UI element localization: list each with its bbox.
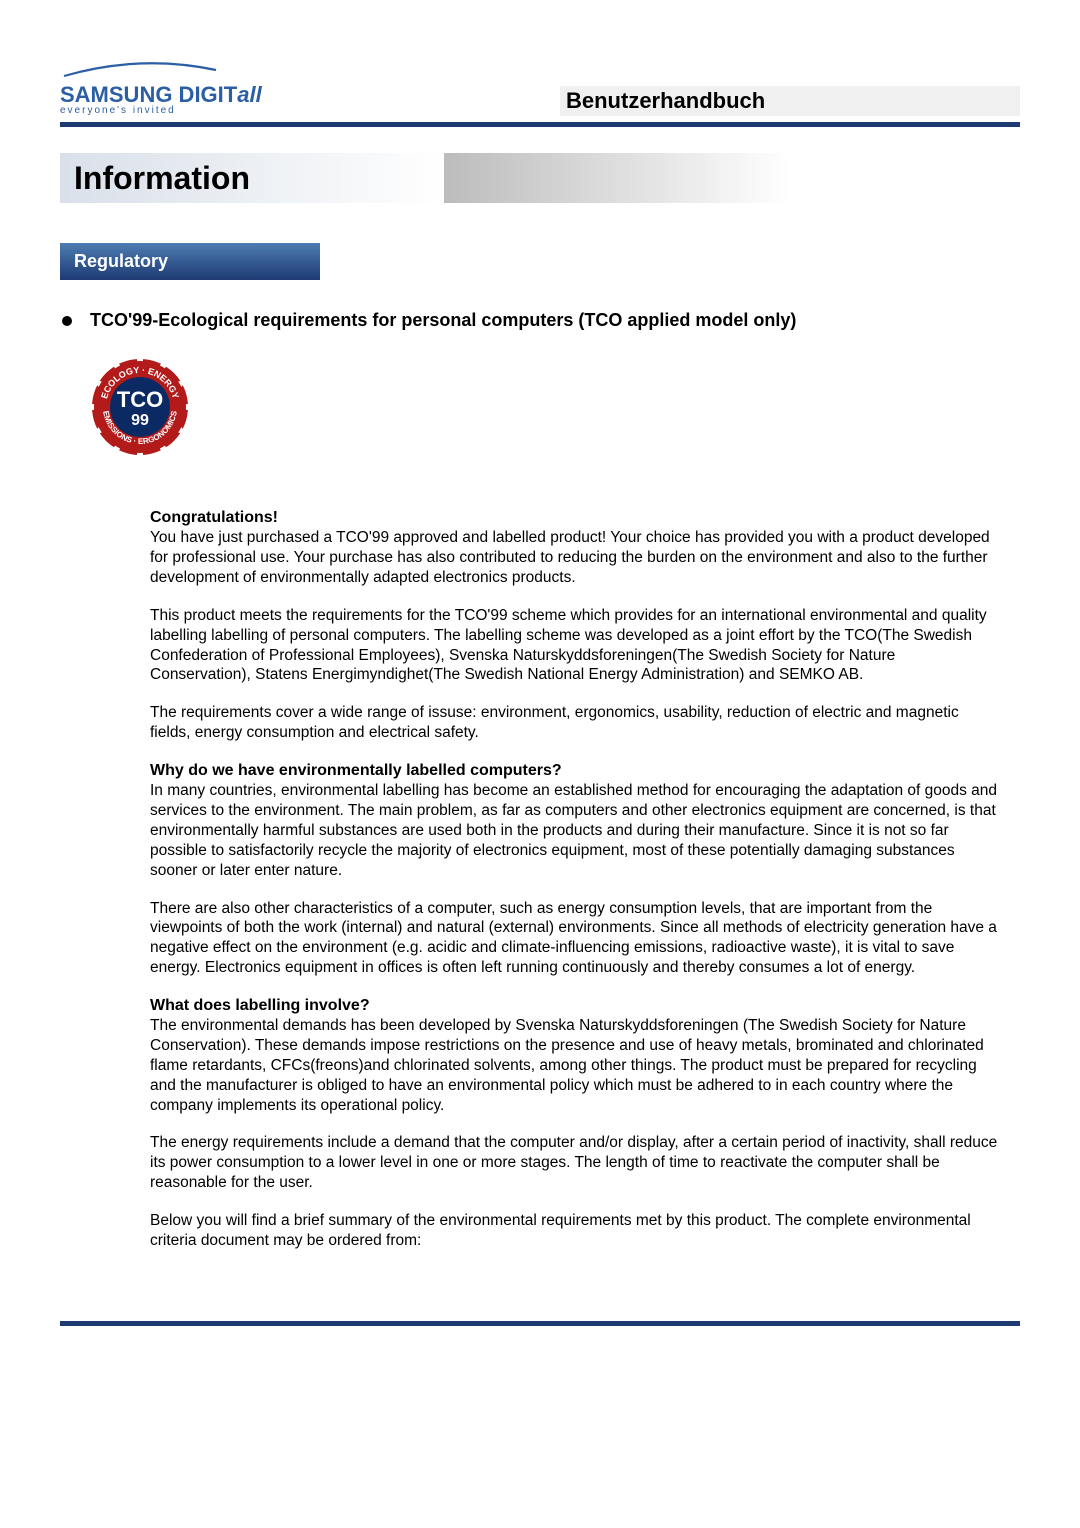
paragraph-6: The environmental demands has been devel… bbox=[150, 1017, 984, 1113]
paragraph-4: In many countries, environmental labelli… bbox=[150, 782, 997, 878]
logo-swoosh-icon bbox=[60, 60, 220, 80]
samsung-logo: SAMSUNG DIGITall everyone's invited bbox=[60, 60, 262, 116]
paragraph-2: This product meets the requirements for … bbox=[150, 606, 1000, 685]
header: SAMSUNG DIGITall everyone's invited Benu… bbox=[60, 60, 1020, 116]
bullet-heading-row: TCO'99-Ecological requirements for perso… bbox=[60, 310, 1020, 331]
document-title: Benutzerhandbuch bbox=[560, 86, 1020, 116]
heading-why: Why do we have environmentally labelled … bbox=[150, 762, 562, 779]
heading-congratulations: Congratulations! bbox=[150, 509, 278, 526]
page-title-band: Information bbox=[60, 153, 1020, 203]
body-content: Congratulations! You have just purchased… bbox=[150, 508, 1000, 1251]
logo-brand-ital: all bbox=[237, 82, 261, 107]
page-title-fade bbox=[444, 153, 1020, 203]
heading-labelling: What does labelling involve? bbox=[150, 997, 370, 1014]
svg-text:TCO: TCO bbox=[117, 387, 163, 412]
logo-tagline: everyone's invited bbox=[60, 106, 262, 116]
svg-text:99: 99 bbox=[131, 412, 149, 429]
paragraph-8: Below you will find a brief summary of t… bbox=[150, 1211, 1000, 1251]
header-rule bbox=[60, 122, 1020, 127]
bullet-heading: TCO'99-Ecological requirements for perso… bbox=[90, 310, 796, 331]
paragraph-1: You have just purchased a TCO'99 approve… bbox=[150, 529, 990, 586]
section-tab-regulatory: Regulatory bbox=[60, 243, 320, 280]
paragraph-7: The energy requirements include a demand… bbox=[150, 1133, 1000, 1192]
page-title: Information bbox=[60, 153, 444, 203]
logo-brand-main: SAMSUNG DIGIT bbox=[60, 82, 237, 107]
bullet-icon bbox=[62, 316, 72, 326]
footer-rule bbox=[60, 1321, 1020, 1326]
paragraph-3: The requirements cover a wide range of i… bbox=[150, 703, 1000, 743]
paragraph-5: There are also other characteristics of … bbox=[150, 899, 1000, 978]
tco99-badge-icon: ECOLOGY · ENERGY EMISSIONS · ERGONOMICS … bbox=[90, 357, 1020, 462]
